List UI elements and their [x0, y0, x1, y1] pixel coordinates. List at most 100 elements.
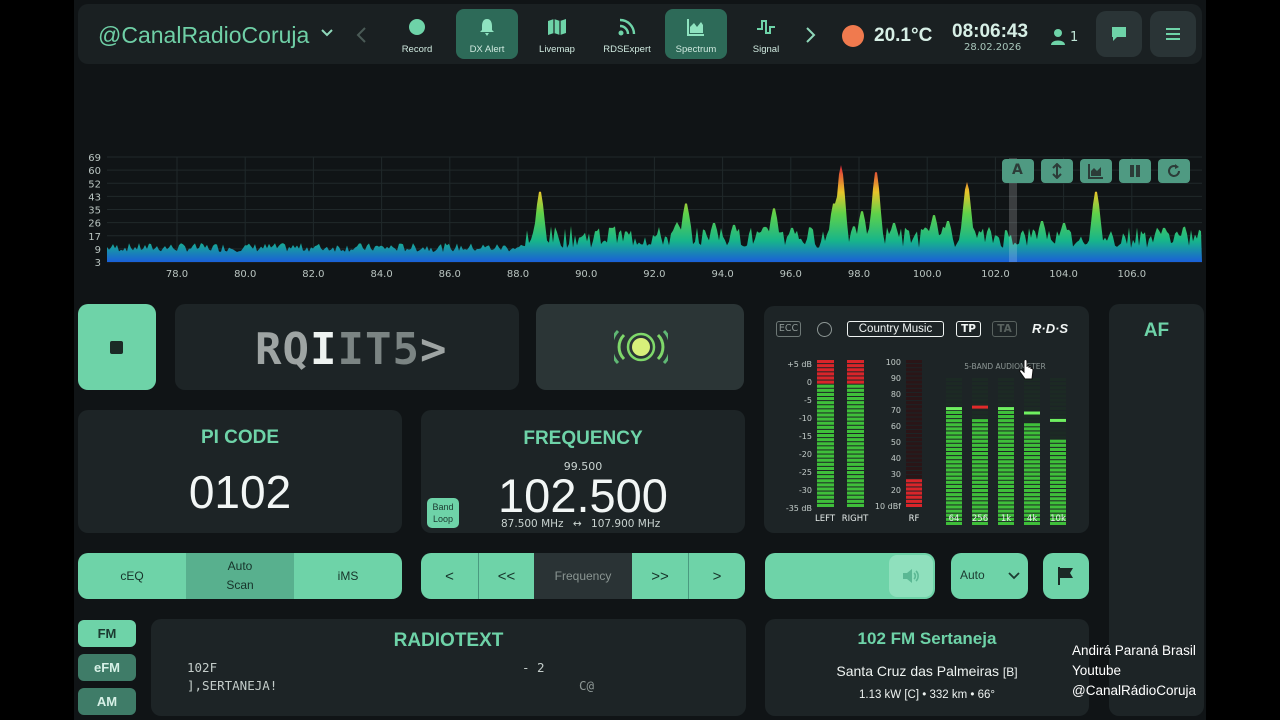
meter-segment [998, 468, 1014, 472]
meter-segment [972, 501, 988, 505]
meter-segment [847, 479, 864, 483]
meter-segment [972, 382, 988, 386]
station-city: Santa Cruz das Palmeiras [836, 663, 1000, 679]
band-am-button[interactable]: AM [78, 688, 136, 715]
ps-char: I [310, 324, 338, 375]
tune-prev-button[interactable]: < [421, 553, 478, 599]
meter-segment [998, 464, 1014, 468]
frequency-input[interactable]: Frequency [534, 553, 632, 599]
meter-segment [847, 429, 864, 433]
meter-segment [847, 421, 864, 425]
stop-button[interactable] [78, 304, 156, 390]
meter-segment [817, 446, 834, 450]
meter-segment [946, 521, 962, 525]
meter-label: 20 [891, 486, 901, 495]
spectrum-x-tick: 78.0 [166, 269, 188, 280]
chevron-down-icon[interactable] [320, 26, 334, 40]
spectrum-plot[interactable]: 69 60 52 43 35 26 17 9 3 78.0 80.0 82.0 84.0 86.0 88.… [74, 150, 1206, 285]
mode-select[interactable]: Auto [951, 553, 1028, 599]
radiotext-line2-left: ],SERTANEJA! [187, 678, 278, 693]
meter-segment [972, 521, 988, 525]
meter-segment [998, 435, 1014, 439]
nav-livemap[interactable]: Livemap [526, 9, 588, 59]
meter-segment [1050, 464, 1066, 468]
meter-segment [972, 443, 988, 447]
spectrum-x-tick: 90.0 [575, 269, 597, 280]
band-fm-button[interactable]: FM [78, 620, 136, 647]
meter-segment [817, 483, 834, 487]
spectrum-graph[interactable]: 69 60 52 43 35 26 17 9 3 78.0 80.0 82.0 84.0 86.0 88.… [74, 150, 1206, 285]
users-count: 1 [1070, 30, 1079, 45]
volume-slider[interactable] [765, 553, 935, 599]
meter-segment [817, 421, 834, 425]
meter-segment [946, 378, 962, 382]
ims-button[interactable]: iMS [294, 553, 402, 599]
meter-label: -20 [799, 450, 812, 459]
spectrum-chart-button[interactable] [1080, 159, 1112, 183]
meter-segment [1024, 509, 1040, 513]
nav-rdsexpert[interactable]: RDSExpert [596, 9, 658, 59]
meter-segment [847, 499, 864, 503]
meter-segment [1024, 464, 1040, 468]
temperature-value: 20.1°C [874, 25, 933, 46]
station-name[interactable]: @CanalRadioCoruja [98, 22, 310, 48]
meter-segment [998, 415, 1014, 419]
spectrum-x-tick: 88.0 [507, 269, 529, 280]
meter-segment [972, 423, 988, 427]
spectrum-x-tick: 96.0 [780, 269, 802, 280]
spectrum-pause-button[interactable] [1119, 159, 1151, 183]
meter-segment [972, 513, 988, 517]
meter-segment [817, 392, 834, 396]
meter-segment [998, 452, 1014, 456]
spectrum-x-tick: 100.0 [913, 269, 942, 280]
meter-segment [817, 450, 834, 454]
nav-signal[interactable]: Signal [735, 9, 797, 59]
meter-segment [998, 521, 1014, 525]
users-online[interactable]: 1 [1050, 28, 1088, 48]
spectrum-auto-button[interactable]: A [1002, 159, 1034, 183]
meter-segment [817, 454, 834, 458]
meter-segment [972, 456, 988, 460]
meter-segment [998, 390, 1014, 394]
nav-spectrum[interactable]: Spectrum [665, 9, 727, 59]
nav-dx-alert[interactable]: DX Alert [456, 9, 518, 59]
tune-next-fast-button[interactable]: >> [632, 553, 688, 599]
meter-segment [817, 429, 834, 433]
meter-segment [847, 384, 864, 388]
chevron-left-icon[interactable] [354, 26, 370, 44]
meter-segment [1050, 427, 1066, 431]
flag-button[interactable] [1043, 553, 1089, 599]
ceq-button[interactable]: cEQ [78, 553, 186, 599]
band-loop-button[interactable]: Band Loop [427, 498, 459, 528]
spectrum-x-tick: 94.0 [711, 269, 733, 280]
meter-segment [847, 475, 864, 479]
station-itu: [B] [1002, 665, 1018, 679]
rds-icon [618, 18, 636, 36]
meter-segment [1024, 521, 1040, 525]
volume-slider-handle[interactable] [889, 555, 933, 597]
band-efm-button[interactable]: eFM [78, 654, 136, 681]
spectrum-refresh-button[interactable] [1158, 159, 1190, 183]
auto-scan-button[interactable]: Auto Scan [186, 553, 294, 599]
ps-char: R [255, 324, 283, 375]
frequency-value[interactable]: 102.500 [498, 469, 668, 522]
nav-record-label: Record [401, 44, 433, 55]
meter-segment [998, 402, 1014, 406]
spectrum-resize-button[interactable] [1041, 159, 1073, 183]
pi-code-panel: PI CODE 0102 [78, 410, 402, 533]
chevron-right-icon[interactable] [802, 26, 818, 44]
meter-segment [906, 450, 922, 454]
frequency-title: FREQUENCY [523, 428, 643, 449]
nav-record[interactable]: Record [386, 9, 448, 59]
spectrum-y-tick: 26 [88, 219, 101, 230]
meter-segment [817, 475, 834, 479]
menu-button[interactable] [1150, 11, 1196, 57]
meter-segment [1050, 382, 1066, 386]
spectrum-y-tick: 3 [95, 258, 101, 269]
spectrum-y-tick: 60 [88, 166, 101, 177]
chat-button[interactable] [1096, 11, 1142, 57]
tune-next-button[interactable]: > [688, 553, 745, 599]
tune-prev-fast-button[interactable]: << [478, 553, 534, 599]
mode-select-value: Auto [960, 568, 985, 582]
meter-segment [946, 513, 962, 517]
